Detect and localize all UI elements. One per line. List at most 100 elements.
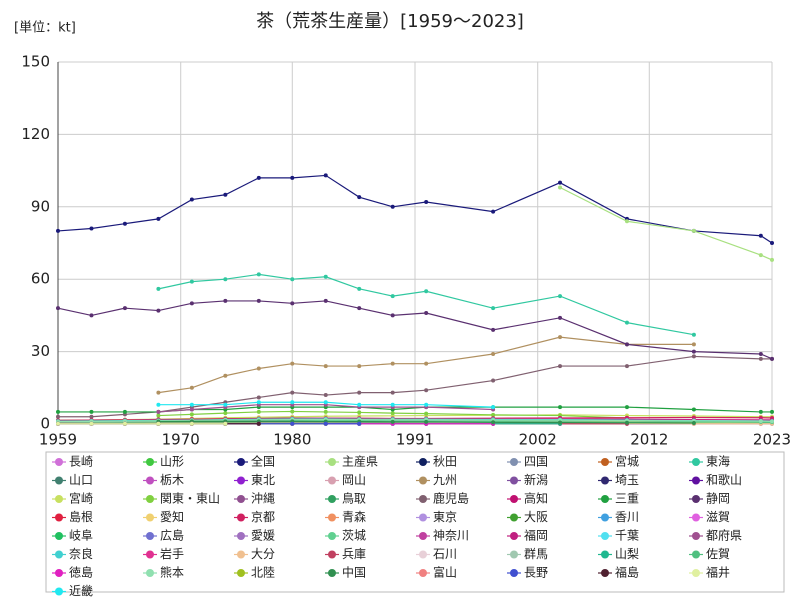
legend-label: 福岡 — [524, 528, 548, 543]
data-point — [558, 294, 563, 299]
legend-label: 福島 — [615, 565, 639, 580]
series-line — [57, 174, 773, 244]
legend-label: 岐阜 — [69, 529, 93, 543]
series-line — [57, 300, 773, 360]
legend-marker — [510, 495, 518, 503]
data-point — [770, 257, 774, 262]
data-point — [290, 421, 295, 426]
legend-label: 静岡 — [706, 492, 730, 506]
legend-marker — [328, 458, 336, 466]
data-point — [691, 228, 696, 233]
data-point — [390, 402, 395, 407]
data-point — [56, 421, 60, 426]
data-point — [770, 241, 774, 245]
legend-marker — [328, 532, 336, 540]
legend-label: 新潟 — [524, 472, 548, 487]
legend-marker — [55, 532, 63, 540]
legend-marker — [601, 550, 609, 559]
legend-label: 秋田 — [433, 455, 457, 469]
data-point — [56, 306, 60, 311]
data-point — [223, 277, 228, 282]
data-point — [357, 286, 362, 291]
legend-marker — [419, 495, 427, 503]
legend-label: 滋賀 — [706, 510, 730, 524]
legend-label: 全国 — [251, 454, 275, 469]
data-point — [558, 185, 563, 190]
data-point — [156, 308, 161, 313]
data-point — [156, 402, 161, 407]
data-point — [323, 409, 328, 414]
legend-marker — [601, 569, 609, 577]
legend-label: 主産県 — [342, 454, 378, 469]
data-point — [770, 409, 774, 414]
data-point — [323, 393, 328, 398]
data-point — [491, 420, 496, 425]
data-point — [691, 354, 696, 359]
data-point — [758, 253, 763, 258]
data-point — [758, 233, 763, 238]
data-point — [558, 335, 563, 340]
data-point — [290, 400, 295, 405]
data-point — [223, 421, 228, 426]
legend-marker — [601, 476, 609, 485]
data-point — [624, 320, 629, 325]
legend-marker — [419, 458, 427, 466]
legend-label: 兵庫 — [342, 547, 366, 561]
legend-label: 長野 — [524, 566, 548, 580]
data-point — [256, 366, 261, 371]
legend-marker — [146, 495, 154, 503]
legend-marker — [237, 532, 245, 540]
data-point — [624, 420, 629, 425]
data-point — [624, 364, 629, 369]
data-point — [290, 277, 295, 282]
data-point — [357, 410, 362, 415]
series-line — [57, 419, 773, 423]
legend-marker — [328, 513, 336, 522]
chart-title: 茶（荒茶生産量）[1959～2023] — [256, 11, 524, 32]
legend-marker — [419, 532, 427, 540]
data-point — [758, 419, 763, 424]
data-point — [290, 409, 295, 414]
legend-label: 神奈川 — [433, 529, 469, 543]
data-point — [189, 197, 194, 202]
series-line — [158, 401, 494, 408]
data-point — [758, 352, 763, 357]
data-point — [424, 402, 429, 407]
data-point — [491, 209, 496, 214]
legend-marker — [55, 550, 63, 559]
legend-label: 富山 — [433, 565, 457, 580]
data-point — [558, 364, 563, 369]
data-point — [156, 216, 161, 221]
series-line — [58, 406, 772, 413]
legend-marker — [146, 569, 154, 577]
data-point — [256, 409, 261, 414]
data-point — [323, 421, 328, 426]
unit-label: [単位：kt] — [14, 20, 76, 36]
data-point — [424, 199, 429, 204]
data-point — [691, 342, 696, 347]
data-point — [89, 226, 94, 231]
series-line — [158, 404, 494, 413]
legend-marker — [55, 495, 63, 503]
legend-marker — [237, 476, 245, 485]
legend-label: 広島 — [160, 528, 184, 543]
data-point — [156, 286, 161, 291]
data-point — [491, 412, 496, 417]
legend-label: 九州 — [433, 473, 457, 487]
data-point — [357, 195, 362, 200]
legend-label: 栃木 — [160, 473, 184, 487]
legend-marker — [601, 458, 609, 466]
data-point — [323, 173, 328, 178]
y-tick-label: 90 — [31, 197, 50, 215]
data-point — [89, 414, 94, 419]
legend-marker — [510, 569, 518, 577]
data-point — [223, 402, 228, 407]
legend-marker — [419, 513, 427, 522]
data-point — [189, 412, 194, 417]
legend-marker — [55, 476, 63, 485]
legend-label: 東北 — [251, 473, 275, 487]
legend-marker — [146, 513, 154, 522]
data-point — [223, 373, 228, 378]
legend-marker — [328, 476, 336, 485]
series-line — [158, 410, 627, 419]
